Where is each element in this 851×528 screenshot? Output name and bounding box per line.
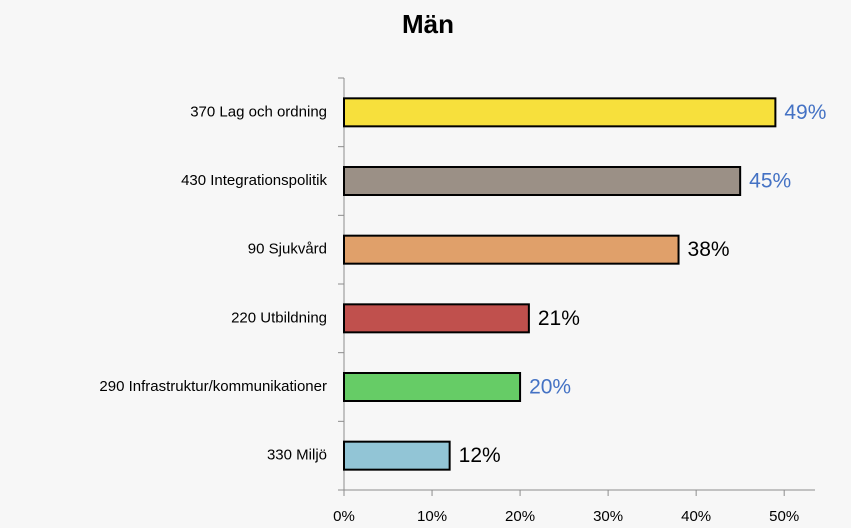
x-tick-label: 30%	[593, 508, 623, 525]
value-label: 21%	[538, 307, 580, 330]
bar	[343, 97, 777, 128]
x-tick-label: 20%	[505, 508, 535, 525]
value-label: 38%	[688, 238, 730, 261]
bar	[343, 303, 530, 334]
y-tick-label: 370 Lag och ordning	[190, 103, 327, 120]
bar	[343, 234, 680, 265]
y-tick-label: 220 Utbildning	[231, 309, 327, 326]
chart-title: Män	[402, 9, 454, 39]
value-label: 49%	[784, 101, 826, 124]
x-tick-label: 0%	[333, 508, 355, 525]
value-label: 45%	[749, 170, 791, 193]
x-tick-label: 50%	[769, 508, 799, 525]
y-tick-label: 290 Infrastruktur/kommunikationer	[99, 378, 327, 395]
y-tick-label: 330 Miljö	[267, 447, 327, 464]
value-label: 12%	[459, 444, 501, 467]
bar	[343, 372, 522, 402]
bar	[343, 166, 742, 196]
y-tick-label: 430 Integrationspolitik	[181, 172, 327, 189]
x-tick-label: 10%	[417, 508, 447, 525]
x-tick-label: 40%	[681, 508, 711, 525]
value-label: 20%	[529, 376, 571, 399]
y-tick-label: 90 Sjukvård	[248, 241, 327, 258]
bar	[343, 440, 451, 471]
